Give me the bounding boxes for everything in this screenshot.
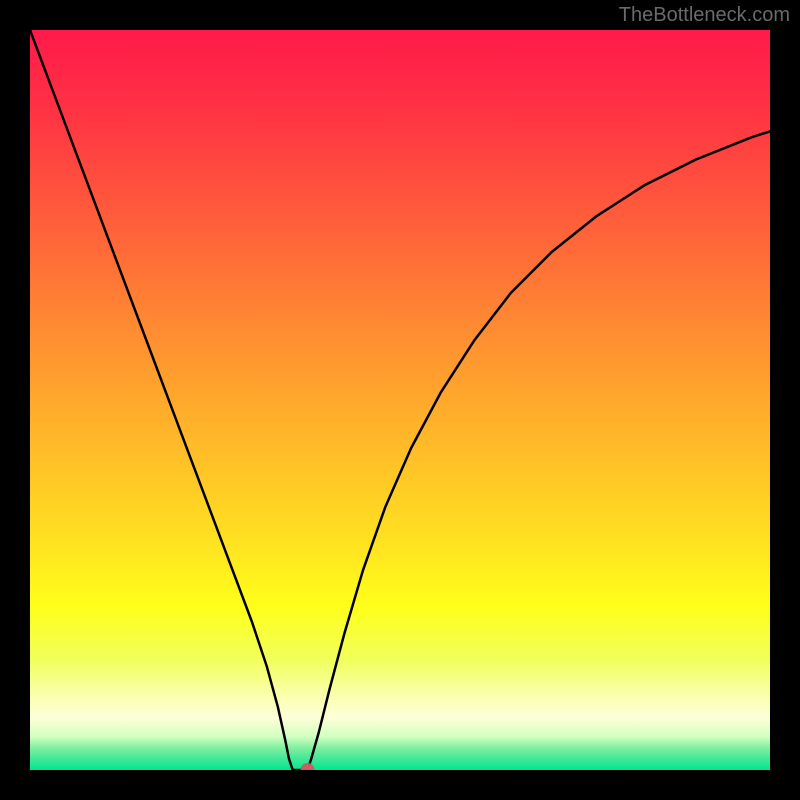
chart-background (30, 30, 770, 770)
bottleneck-chart (0, 0, 800, 800)
chart-container: TheBottleneck.com (0, 0, 800, 800)
frame-right (770, 0, 800, 800)
frame-bottom (0, 770, 800, 800)
frame-left (0, 0, 30, 800)
watermark-text: TheBottleneck.com (619, 4, 790, 27)
